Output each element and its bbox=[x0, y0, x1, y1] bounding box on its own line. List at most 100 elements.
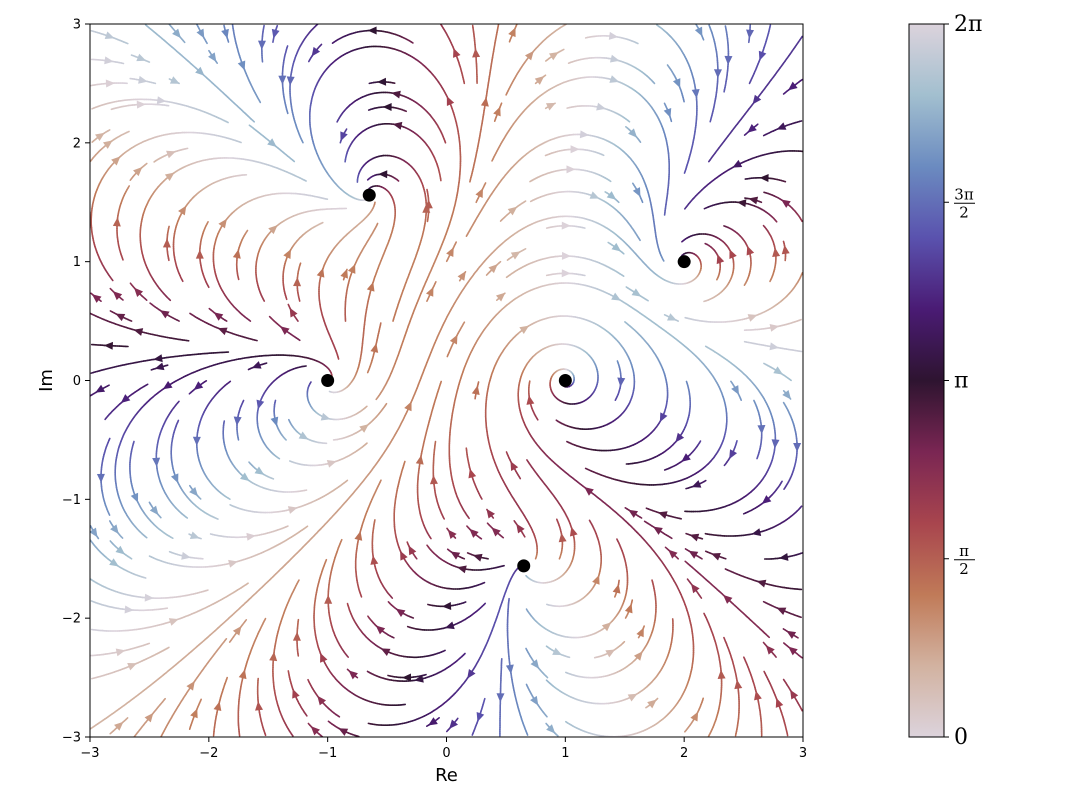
x-axis: −3 −2 −1 0 1 2 3 bbox=[80, 737, 807, 761]
streamline bbox=[723, 25, 733, 93]
stream-arrow bbox=[758, 50, 767, 61]
streamline bbox=[287, 418, 328, 445]
stream-arrow bbox=[601, 622, 612, 632]
streamline bbox=[228, 618, 248, 643]
stream-arrow bbox=[558, 532, 567, 543]
streamline bbox=[144, 24, 255, 123]
streamline bbox=[336, 90, 447, 144]
stream-arrow bbox=[105, 79, 115, 88]
streamline bbox=[90, 341, 129, 350]
stream-arrow bbox=[713, 69, 722, 79]
streamline bbox=[763, 362, 792, 382]
streamline bbox=[544, 145, 605, 157]
stream-arrow bbox=[472, 553, 483, 562]
stream-arrow bbox=[773, 366, 784, 375]
stream-arrow bbox=[507, 206, 518, 216]
stream-arrow bbox=[311, 46, 321, 57]
stream-arrow bbox=[115, 313, 126, 322]
stream-arrow bbox=[153, 354, 163, 363]
stream-arrow bbox=[370, 555, 379, 565]
stream-arrow bbox=[786, 630, 797, 639]
y-tick-label: 0 bbox=[73, 374, 81, 389]
streamline bbox=[643, 520, 673, 540]
stream-arrow bbox=[289, 307, 298, 318]
stream-arrow bbox=[672, 78, 681, 89]
streamline bbox=[763, 191, 803, 223]
streamline bbox=[149, 302, 180, 322]
streamline bbox=[723, 439, 738, 467]
stream-arrow bbox=[292, 688, 300, 699]
stream-arrow bbox=[467, 669, 476, 679]
stream-arrow bbox=[298, 431, 309, 440]
streamline bbox=[306, 381, 368, 421]
critical-point-marker bbox=[362, 188, 376, 202]
streamline bbox=[367, 615, 395, 639]
stream-arrow bbox=[316, 267, 325, 278]
streamline bbox=[339, 128, 348, 144]
stream-arrow bbox=[488, 264, 498, 274]
streamline bbox=[495, 292, 506, 302]
streamline bbox=[255, 207, 348, 302]
stream-arrow bbox=[377, 77, 387, 86]
stream-arrow bbox=[449, 334, 458, 345]
stream-arrow bbox=[134, 287, 144, 297]
stream-arrow bbox=[238, 669, 247, 680]
streamline bbox=[743, 318, 802, 332]
colorbar-ticks: 0 π2 π 3π2 2π bbox=[944, 12, 982, 750]
streamline bbox=[625, 286, 649, 302]
streamline bbox=[607, 241, 625, 255]
streamline bbox=[292, 618, 301, 657]
streamline bbox=[742, 656, 763, 737]
stream-arrow bbox=[104, 56, 114, 65]
streamline bbox=[525, 683, 548, 718]
stream-arrow bbox=[232, 249, 241, 259]
stream-arrow bbox=[751, 528, 762, 536]
streamline bbox=[189, 312, 258, 342]
streamline bbox=[684, 548, 703, 560]
stream-arrow bbox=[449, 719, 459, 729]
stream-arrow bbox=[446, 96, 455, 106]
stream-arrow bbox=[239, 472, 250, 482]
stream-arrow bbox=[395, 608, 406, 617]
streamline bbox=[344, 121, 442, 182]
streamline bbox=[104, 383, 149, 421]
stream-arrow bbox=[748, 196, 759, 205]
stream-arrow bbox=[278, 75, 287, 85]
streamline bbox=[612, 579, 621, 598]
stream-arrow bbox=[269, 651, 278, 662]
stream-arrow bbox=[636, 627, 644, 638]
streamline bbox=[614, 360, 626, 402]
stream-arrow bbox=[130, 492, 139, 503]
stream-arrow bbox=[115, 648, 126, 657]
stream-arrow bbox=[256, 399, 265, 410]
stream-arrow bbox=[136, 53, 147, 62]
streamline bbox=[742, 480, 783, 515]
stream-arrow bbox=[781, 199, 791, 208]
streamline bbox=[90, 351, 230, 374]
stream-arrow bbox=[149, 505, 159, 516]
streamline bbox=[424, 188, 433, 223]
stream-arrow bbox=[189, 486, 199, 497]
plot-background bbox=[90, 24, 803, 737]
streamline bbox=[90, 312, 190, 342]
streamline bbox=[293, 262, 302, 302]
streamline bbox=[133, 697, 166, 737]
stream-arrow bbox=[611, 292, 621, 301]
x-tick-label: 3 bbox=[799, 746, 807, 761]
stream-arrow bbox=[162, 380, 173, 390]
streamline bbox=[439, 24, 466, 85]
streamline bbox=[109, 310, 133, 322]
streamline bbox=[704, 505, 803, 537]
stream-arrow bbox=[496, 693, 505, 703]
streamline bbox=[271, 24, 280, 44]
stream-arrow bbox=[510, 461, 519, 471]
stream-arrow bbox=[628, 128, 638, 138]
stream-arrow bbox=[348, 670, 358, 680]
streamline bbox=[366, 652, 466, 683]
streamline bbox=[287, 303, 299, 322]
stream-arrow bbox=[195, 66, 205, 76]
stream-arrow bbox=[734, 679, 743, 690]
streamline bbox=[90, 524, 100, 540]
x-tick-label: −1 bbox=[318, 746, 337, 761]
stream-arrow bbox=[729, 449, 738, 460]
